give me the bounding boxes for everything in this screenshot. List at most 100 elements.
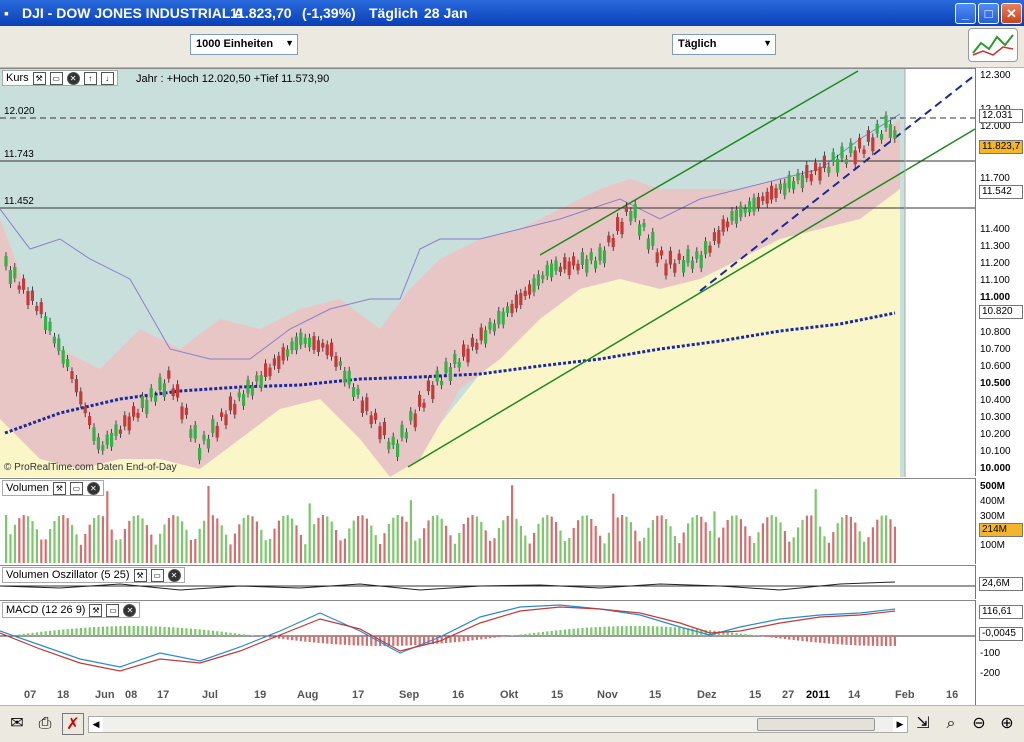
- date-tick: 15: [551, 689, 564, 701]
- date-tick: Jun: [95, 689, 115, 701]
- candle-body: [519, 292, 523, 306]
- volume-bar: [145, 525, 148, 563]
- candle-body: [171, 388, 175, 397]
- macd-histogram-bar: [484, 636, 487, 639]
- candle-body: [22, 278, 26, 290]
- wrench-icon[interactable]: ⚒: [52, 481, 66, 495]
- volume-bar: [704, 522, 707, 563]
- window-icon[interactable]: ▭: [69, 481, 83, 495]
- volume-bar: [629, 522, 632, 563]
- price-axis[interactable]: 10.000 10.100 10.200 10.300 10.400 10.500 10.6…: [975, 68, 1024, 476]
- volume-pane[interactable]: Volumen ⚒ ▭ ✕: [0, 478, 975, 564]
- maximize-button[interactable]: □: [978, 3, 999, 24]
- scroll-right-arrow[interactable]: ▶: [893, 717, 907, 732]
- window-icon[interactable]: ▭: [150, 568, 164, 582]
- macd-histogram-bar: [612, 626, 615, 636]
- candle-body: [39, 302, 43, 315]
- candle-body: [470, 337, 474, 347]
- candle-body: [497, 310, 501, 325]
- close-icon[interactable]: ✕: [86, 481, 100, 495]
- wrench-icon[interactable]: ⚒: [133, 568, 147, 582]
- candle-body: [778, 183, 782, 190]
- volume-bar: [269, 538, 272, 563]
- window-icon[interactable]: ▭: [106, 603, 120, 617]
- macd-histogram-bar: [550, 630, 553, 636]
- chart-scrollbar[interactable]: ◀ ▶: [88, 716, 908, 733]
- arrow-up-icon[interactable]: ↑: [83, 71, 97, 85]
- interval-select[interactable]: Täglich ▼: [672, 34, 776, 55]
- candle-body: [849, 142, 853, 154]
- scroll-left-arrow[interactable]: ◀: [89, 717, 103, 732]
- candle-body: [184, 407, 188, 415]
- macd-histogram-bar: [251, 635, 254, 636]
- candle-body: [620, 221, 624, 235]
- zoom-fit-icon[interactable]: ⇲: [916, 715, 930, 732]
- wrench-icon[interactable]: ⚒: [89, 603, 103, 617]
- print-icon[interactable]: ⎙: [38, 715, 52, 732]
- macd-histogram-bar: [286, 636, 289, 640]
- price-pane[interactable]: Kurs ⚒ ▭ ✕ ↑ ↓ Jahr : +Hoch 12.020,50 +T…: [0, 68, 975, 477]
- wrench-icon[interactable]: ⚒: [32, 71, 46, 85]
- volume-bar: [700, 516, 703, 563]
- oscillator-pane[interactable]: Volumen Oszillator (5 25) ⚒ ▭ ✕: [0, 565, 975, 599]
- candle-body: [233, 403, 237, 415]
- close-icon[interactable]: ✕: [66, 71, 80, 85]
- units-select[interactable]: 1000 Einheiten ▼: [190, 34, 298, 55]
- candle-body: [721, 219, 725, 232]
- candle-body: [105, 434, 109, 445]
- macd-pane[interactable]: MACD (12 26 9) ⚒ ▭ ✕: [0, 600, 975, 687]
- close-icon[interactable]: ✕: [123, 603, 137, 617]
- mail-icon[interactable]: ✉: [10, 715, 24, 732]
- date-tick: 17: [352, 689, 365, 701]
- candle-body: [352, 387, 356, 397]
- macd-histogram-bar: [436, 636, 439, 644]
- trading-system-icon[interactable]: [968, 28, 1018, 62]
- volume-bar: [823, 536, 826, 563]
- macd-histogram-bar: [308, 636, 311, 643]
- oscillator-axis[interactable]: 24,6M: [975, 565, 1024, 599]
- volume-axis[interactable]: 500M 400M 300M 214M 100M: [975, 478, 1024, 564]
- macd-histogram-bar: [594, 627, 597, 636]
- volume-bar: [216, 518, 219, 563]
- candle-body: [413, 413, 417, 428]
- volume-bar: [493, 538, 496, 563]
- candle-body: [871, 137, 875, 152]
- window-icon[interactable]: ▭: [49, 71, 63, 85]
- close-button[interactable]: ✕: [1001, 3, 1022, 24]
- macd-histogram-bar: [128, 626, 131, 636]
- candle-body: [550, 263, 554, 278]
- delete-drawing-icon[interactable]: ✗: [62, 713, 84, 735]
- minimize-button[interactable]: _: [955, 3, 976, 24]
- zoom-in-icon[interactable]: ⊕: [1000, 715, 1014, 732]
- price-pane-header: Kurs ⚒ ▭ ✕ ↑ ↓: [2, 70, 118, 86]
- candle-body: [316, 340, 320, 353]
- volume-pane-title: Volumen: [6, 482, 49, 494]
- price-tick: 10.200: [980, 429, 1011, 441]
- zoom-out-icon[interactable]: ⊖: [972, 715, 986, 732]
- price-tick: 10.600: [980, 360, 1011, 372]
- macd-histogram-bar: [687, 628, 690, 636]
- zoom-range-icon[interactable]: ⌕: [946, 715, 956, 732]
- macd-histogram-bar: [427, 636, 430, 645]
- channel-upper: [539, 70, 859, 256]
- macd-histogram-bar: [739, 633, 742, 636]
- volume-bar: [616, 517, 619, 563]
- candle-body: [325, 344, 329, 356]
- macd-axis[interactable]: 116,61 -0,0045 -100 -200: [975, 600, 1024, 687]
- window-title: DJI - DOW JONES INDUSTRIAL A: [22, 5, 244, 21]
- arrow-down-icon[interactable]: ↓: [100, 71, 114, 85]
- candle-body: [792, 181, 796, 190]
- date-tick: 2011: [806, 689, 830, 701]
- macd-tick: -100: [980, 648, 1001, 659]
- macd-histogram-bar: [247, 634, 250, 636]
- scroll-thumb[interactable]: [757, 718, 875, 731]
- volume-bar: [660, 515, 663, 563]
- date-tick: 16: [946, 689, 959, 701]
- macd-histogram-bar: [599, 626, 602, 636]
- macd-histogram-bar: [211, 630, 214, 636]
- macd-histogram-bar: [27, 633, 30, 636]
- volume-bar: [119, 539, 122, 563]
- candle-body: [215, 425, 219, 438]
- close-icon[interactable]: ✕: [167, 568, 181, 582]
- price-tick: 10.700: [980, 343, 1011, 355]
